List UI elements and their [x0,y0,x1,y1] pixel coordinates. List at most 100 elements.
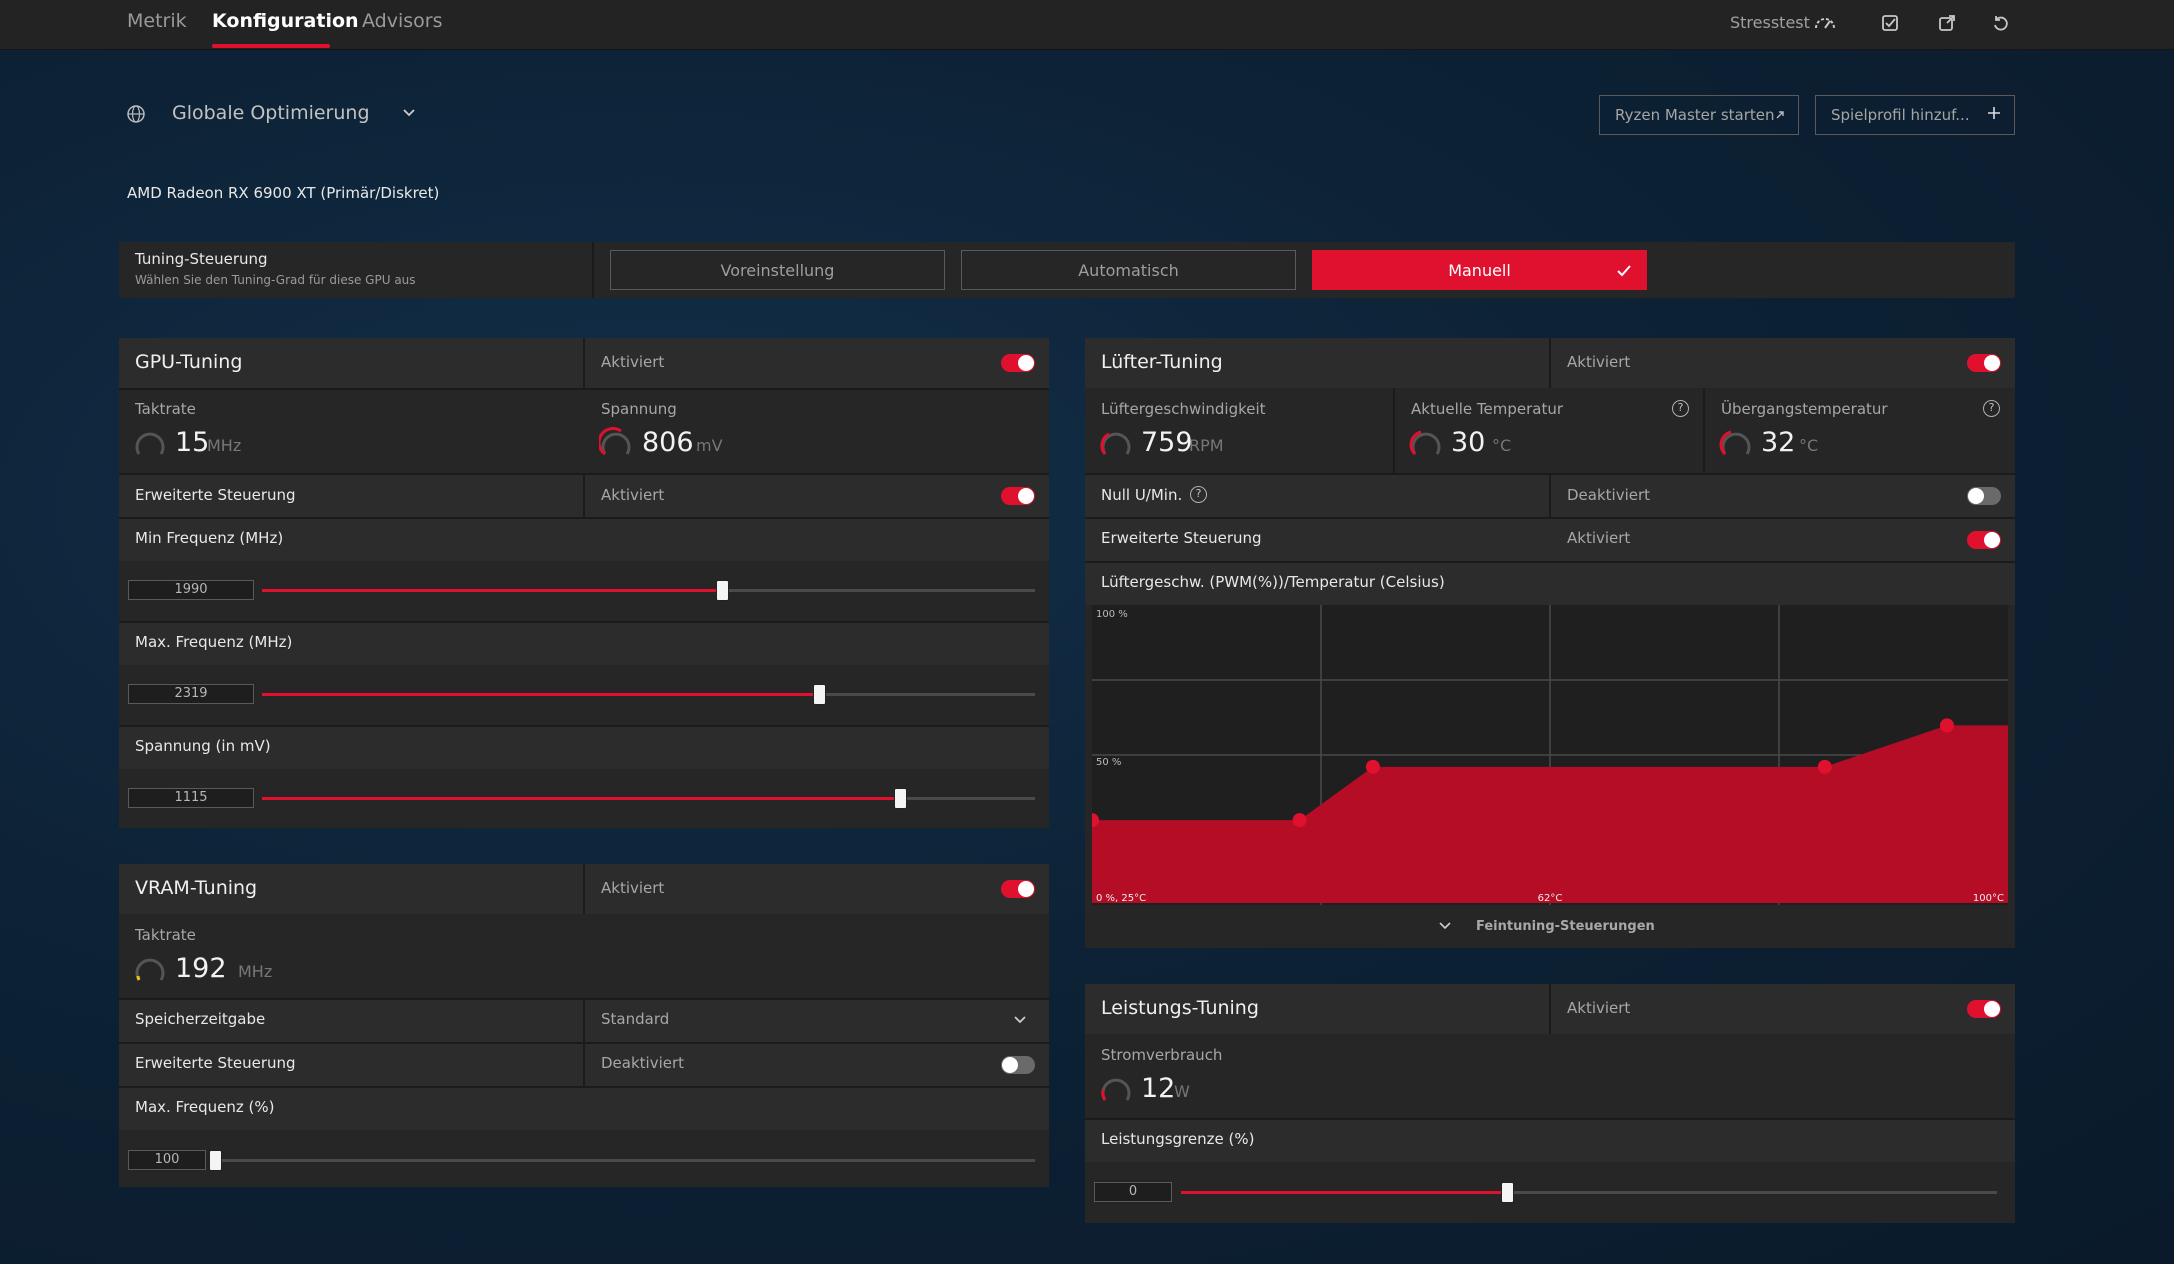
chevron-down-icon[interactable] [400,104,418,126]
zero-rpm-toggle[interactable] [1967,487,2001,505]
divider [592,242,594,298]
power-limit-slider-thumb[interactable] [1501,1182,1514,1203]
fan-curve-points[interactable] [1092,718,1954,828]
vram-max-freq-slider-thumb[interactable] [209,1150,222,1171]
fan-curve-point[interactable] [1292,813,1307,828]
gpu-tuning-title: GPU-Tuning [135,351,243,373]
fan-curve-point[interactable] [1939,718,1954,733]
voltage-mv-slider[interactable] [262,788,1035,809]
voltage-mv-slider-thumb[interactable] [894,788,907,809]
voltage-row [119,725,1049,769]
preset-option[interactable]: Voreinstellung [610,250,945,290]
y-tick-100: 100 % [1096,609,1128,620]
divider [583,475,585,517]
help-icon[interactable]: ? [1983,400,2000,417]
check-icon [1616,263,1632,282]
voltage-mv-label: Spannung (in mV) [135,737,271,755]
min-freq-slider-thumb[interactable] [716,580,729,601]
max-freq-slider[interactable] [262,684,1035,705]
tuning-control-title: Tuning-Steuerung [135,250,268,268]
gpu-advanced-status: Aktiviert [601,486,665,504]
fan-advanced-toggle[interactable] [1967,531,2001,549]
add-game-profile-button[interactable]: Spielprofil hinzuf... [1815,95,2015,135]
fan-curve-point[interactable] [1817,759,1832,774]
reset-icon[interactable] [1988,10,2014,36]
fan-advanced-label: Erweiterte Steuerung [1101,529,1262,547]
gpu-advanced-toggle[interactable] [1001,487,1035,505]
power-tuning-title: Leistungs-Tuning [1101,997,1259,1019]
power-draw-unit: W [1174,1082,1190,1101]
ryzen-master-button[interactable]: Ryzen Master starten [1599,95,1799,135]
chevron-down-icon[interactable] [1437,918,1453,938]
external-link-icon [1774,107,1786,125]
check-report-icon[interactable] [1877,10,1903,36]
memory-timing-value[interactable]: Standard [601,1010,670,1028]
ryzen-master-label: Ryzen Master starten [1615,106,1775,124]
gpu-voltage-value: 806 [642,427,694,458]
profile-selector[interactable]: Globale Optimierung [172,102,370,124]
junction-temp-gauge-icon [1719,430,1751,456]
tab-metrik[interactable]: Metrik [127,10,187,32]
fine-tuning-toggle[interactable]: Feintuning-Steuerungen [1476,919,1655,934]
gpu-advanced-label: Erweiterte Steuerung [135,486,296,504]
power-draw-value: 12 [1141,1073,1176,1104]
fan-tuning-panel: Lüfter-Tuning Aktiviert Lüftergeschwindi… [1085,338,2015,948]
zero-rpm-status: Deaktiviert [1567,486,1651,504]
vram-max-freq-input[interactable]: 100 [128,1150,206,1170]
manual-option[interactable]: Manuell [1312,250,1647,290]
vram-tuning-title: VRAM-Tuning [135,877,258,899]
vram-clock-label: Taktrate [135,926,196,944]
help-icon[interactable]: ? [1190,486,1207,503]
junction-temp-value: 32 [1761,427,1796,458]
stresstest-label[interactable]: Stresstest [1730,13,1810,32]
power-limit-slider[interactable] [1181,1182,1997,1203]
gpu-voltage-label: Spannung [601,400,677,418]
stresstest-gauge-icon[interactable] [1812,10,1838,36]
zero-rpm-label: Null U/Min. [1101,486,1183,504]
vram-max-freq-slider[interactable] [209,1150,1035,1171]
gpu-voltage-unit: mV [696,436,723,455]
max-freq-slider-thumb[interactable] [813,684,826,705]
vram-clock-unit: MHz [238,962,273,981]
power-tuning-toggle[interactable] [1967,1000,2001,1018]
fan-curve-chart[interactable]: 100 % 50 % 0 %, 25°C 62°C 100°C [1092,605,2008,905]
divider [583,1044,585,1086]
min-freq-input[interactable]: 1990 [128,580,254,600]
gpu-clock-label: Taktrate [135,400,196,418]
chevron-down-icon[interactable] [1011,1011,1029,1033]
top-bar: Metrik Konfiguration Advisors Stresstest [0,0,2174,50]
vram-clock-gauge-icon [135,958,165,981]
current-temp-gauge-icon [1409,430,1441,456]
current-temp-value: 30 [1451,427,1486,458]
gpu-tuning-toggle[interactable] [1001,354,1035,372]
max-freq-label: Max. Frequenz (MHz) [135,633,293,651]
current-temp-unit: °C [1492,436,1512,455]
power-tuning-status: Aktiviert [1567,999,1631,1017]
automatic-option[interactable]: Automatisch [961,250,1296,290]
vram-advanced-toggle[interactable] [1001,1056,1035,1074]
tab-konfiguration[interactable]: Konfiguration [212,10,359,32]
power-limit-row [1085,1118,2015,1162]
max-freq-input[interactable]: 2319 [128,684,254,704]
fan-curve-area [1092,725,2008,903]
memory-timing-label: Speicherzeitgabe [135,1010,266,1028]
vram-tuning-toggle[interactable] [1001,880,1035,898]
y-tick-50: 50 % [1096,757,1121,768]
tab-advisors[interactable]: Advisors [362,10,443,32]
junction-temp-unit: °C [1799,436,1819,455]
fan-advanced-status: Aktiviert [1567,529,1631,547]
power-draw-gauge-icon [1101,1078,1131,1101]
x-tick-62: 62°C [1538,893,1563,904]
vram-max-freq-label: Max. Frequenz (%) [135,1098,275,1116]
fan-curve-point[interactable] [1365,759,1380,774]
power-limit-input[interactable]: 0 [1094,1182,1172,1202]
min-freq-slider[interactable] [262,580,1035,601]
help-icon[interactable]: ? [1672,400,1689,417]
gpu-clock-unit: MHz [207,436,242,455]
export-icon[interactable] [1934,10,1960,36]
voltage-mv-input[interactable]: 1115 [128,788,254,808]
max-freq-row [119,621,1049,665]
fan-tuning-toggle[interactable] [1967,354,2001,372]
fan-curve-point[interactable] [1092,813,1099,828]
fan-curve-row [1085,561,2015,605]
